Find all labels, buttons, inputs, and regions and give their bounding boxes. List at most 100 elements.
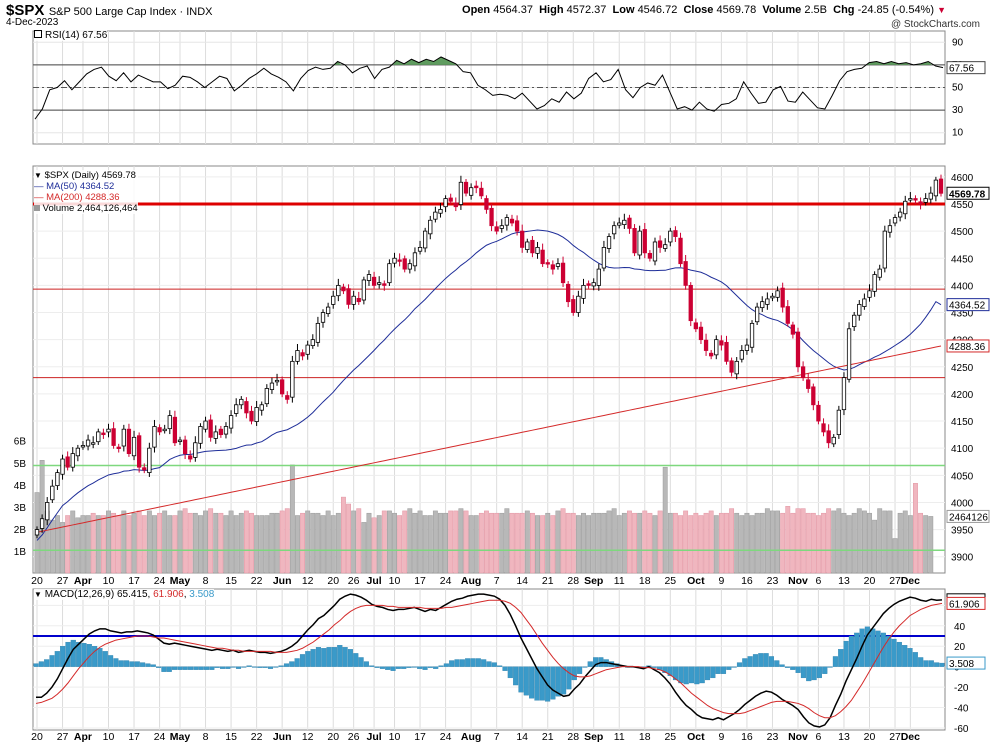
- stockcharts-credit: @ StockCharts.com: [890, 19, 980, 30]
- macd-panel-frame: [32, 588, 946, 731]
- volume-bar: [371, 517, 377, 574]
- volume-bar: [448, 510, 454, 574]
- index-name: S&P 500 Large Cap Index: [48, 6, 177, 18]
- candle-body: [663, 244, 668, 249]
- quote-summary: Open 4564.37 High 4572.37 Low 4546.72 Cl…: [462, 4, 946, 16]
- candle-body: [785, 306, 790, 324]
- macd-histogram-bar: [923, 660, 929, 667]
- price-y-tick-label: 3900: [951, 553, 974, 564]
- volume-bar: [708, 510, 714, 574]
- macd-histogram-bar: [779, 664, 785, 667]
- ma200-value-label-box: [946, 339, 990, 353]
- volume-bar: [60, 522, 65, 574]
- candle-body: [121, 428, 126, 447]
- candle-body: [499, 225, 504, 229]
- price-x-tick-label: 28: [567, 575, 579, 587]
- candle-body: [632, 228, 637, 254]
- volume-bar: [182, 508, 188, 574]
- volume-bar: [877, 508, 883, 574]
- macd-histogram-bar: [305, 651, 311, 667]
- candle-body: [591, 282, 596, 287]
- candle-body: [417, 246, 423, 252]
- volume-bar: [632, 512, 637, 574]
- candle-body: [356, 298, 361, 303]
- candle-body: [846, 328, 852, 380]
- macd-x-tick-label: 12: [302, 731, 314, 743]
- ma50-line: [36, 229, 942, 541]
- macd-histogram-bar: [459, 659, 465, 667]
- volume-bar: [300, 512, 306, 574]
- rsi-y-tick-label: 10: [952, 128, 964, 139]
- volume-bar: [65, 515, 71, 574]
- macd-histogram-bar: [790, 666, 796, 670]
- volume-bar: [887, 510, 893, 574]
- price-y-tick-label: 4150: [951, 417, 974, 428]
- volume-bar: [810, 512, 816, 574]
- macd-x-tick-label: 27: [57, 731, 69, 743]
- volume-bar: [468, 515, 474, 574]
- hist-value-label-box: [946, 656, 986, 670]
- macd-histogram-bar: [326, 647, 332, 667]
- candle-body: [387, 263, 392, 284]
- macd-x-tick-label: 10: [389, 731, 401, 743]
- candle-body: [673, 230, 678, 237]
- candle-body: [571, 299, 576, 313]
- volume-bar: [162, 510, 168, 574]
- chart-date: 4-Dec-2023: [6, 17, 59, 28]
- candle-body: [857, 303, 862, 316]
- volume-bar: [611, 508, 617, 574]
- macd-x-tick-label: 20: [864, 731, 876, 743]
- volume-bar: [861, 510, 867, 574]
- candle-body: [75, 447, 81, 457]
- macd-x-tick-label: 16: [741, 731, 753, 743]
- candle-body: [377, 282, 382, 285]
- volume-value: 2.5B: [804, 4, 827, 16]
- macd-x-tick-label: May: [170, 731, 191, 743]
- volume-bar: [601, 512, 607, 574]
- volume-bar: [167, 515, 173, 574]
- volume-value-label: 2464126: [949, 512, 988, 523]
- macd-histogram-bar: [198, 666, 204, 670]
- candle-body: [228, 415, 234, 429]
- volume-bar: [341, 496, 346, 574]
- volume-bar: [545, 512, 551, 574]
- volume-bar: [427, 515, 433, 574]
- candle-body: [683, 261, 688, 286]
- macd-x-tick-label: 7: [494, 731, 500, 743]
- macd-x-tick-label: Jul: [366, 731, 381, 743]
- macd-histogram-bar: [475, 658, 481, 667]
- candle-body: [198, 426, 203, 444]
- volume-bar: [642, 510, 648, 574]
- price-x-tick-label: Aug: [461, 575, 481, 587]
- candle-body: [709, 352, 714, 357]
- candle-body: [264, 388, 269, 405]
- macd-histogram-bar: [843, 640, 849, 667]
- candle-body: [821, 423, 826, 433]
- candle-body: [627, 217, 632, 229]
- macd-x-tick-label: 17: [414, 731, 426, 743]
- volume-bar: [744, 512, 750, 574]
- current-price-label-box: [946, 186, 990, 200]
- macd-histogram-bar: [486, 661, 492, 667]
- macd-legend-value: 65.415: [116, 589, 148, 600]
- macd-histogram-bar: [896, 641, 902, 667]
- volume-bar: [233, 515, 239, 574]
- close-label: Close: [683, 4, 714, 16]
- macd-x-tick-label: 10: [103, 731, 115, 743]
- macd-histogram-bar: [555, 666, 561, 697]
- macd-histogram-bar: [582, 666, 588, 668]
- macd-histogram-bar: [166, 666, 172, 672]
- candle-body: [852, 314, 857, 328]
- macd-histogram-bar: [44, 659, 50, 667]
- volume-bar: [657, 510, 663, 574]
- macd-histogram-bar: [203, 666, 210, 670]
- volume-bar: [361, 522, 367, 574]
- volume-bar: [514, 512, 520, 574]
- rsi-current-box: [946, 61, 986, 75]
- macd-histogram-bar: [587, 661, 593, 667]
- volume-bar: [913, 483, 918, 574]
- candle-body: [535, 246, 540, 254]
- macd-histogram-bar: [108, 655, 114, 667]
- candle-body: [351, 295, 356, 305]
- macd-histogram-bar: [363, 661, 369, 667]
